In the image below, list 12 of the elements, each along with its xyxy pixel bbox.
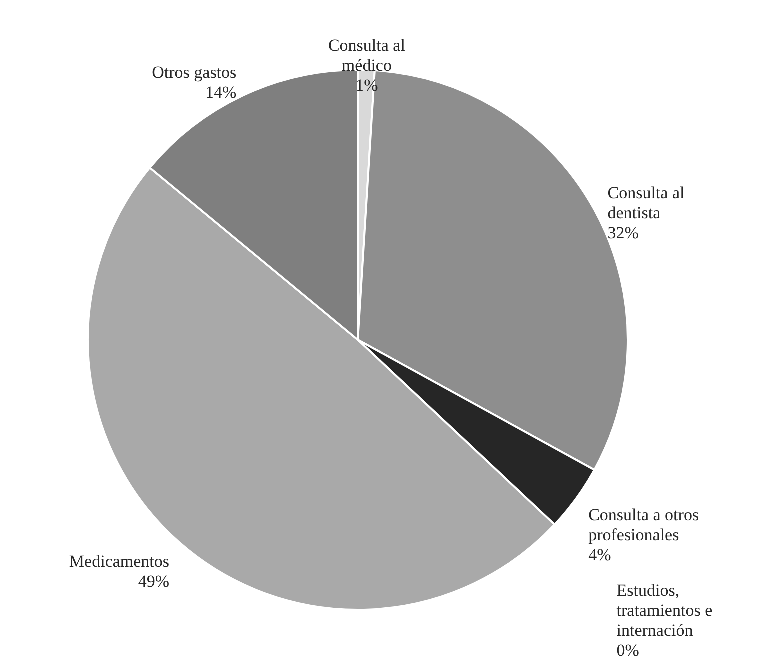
data-label: 4% (588, 546, 612, 565)
data-label: 1% (356, 76, 378, 96)
data-label: 49% (138, 572, 170, 591)
slice-label: Consulta al dentista (608, 184, 685, 223)
text: 0% (616, 641, 640, 660)
data-label: 32% (608, 224, 639, 243)
slice-label: Medicamentos (69, 552, 170, 571)
slice-label: Consulta a otros profesionales (588, 506, 700, 545)
data-label: 14% (205, 83, 237, 102)
slice-label: Consulta al médico (328, 36, 406, 76)
category-label: Estudios, tratamientos e internación (616, 581, 713, 640)
slice-label: Otros gastos (152, 63, 237, 82)
